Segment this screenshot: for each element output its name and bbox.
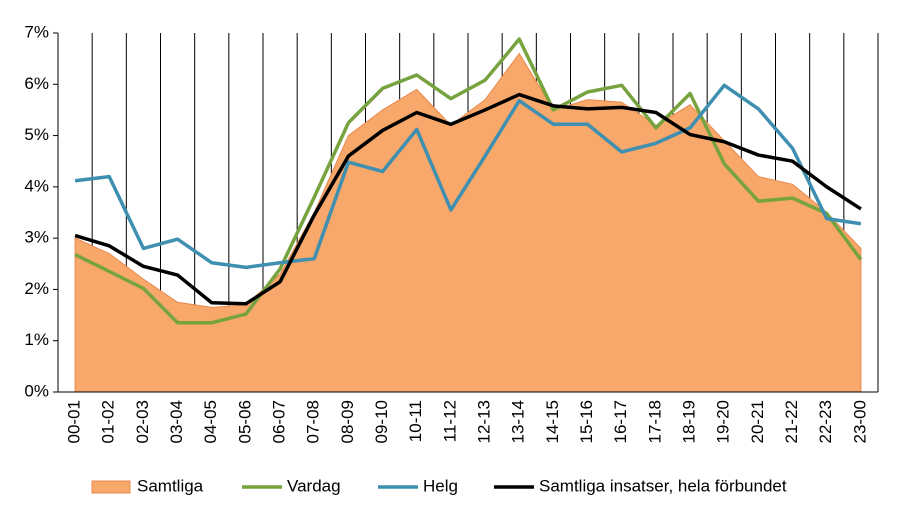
x-tick-label: 20-21: [748, 400, 767, 443]
x-tick-label: 23-00: [850, 400, 869, 443]
y-tick-label: 6%: [24, 74, 49, 93]
x-tick-label: 10-11: [406, 400, 425, 442]
x-tick-label: 11-12: [440, 400, 459, 442]
x-tick-label: 03-04: [167, 400, 186, 443]
y-tick-label: 7%: [24, 22, 49, 41]
legend-label: Vardag: [287, 476, 341, 495]
y-tick-label: 3%: [24, 228, 49, 247]
legend-label: Helg: [423, 476, 458, 495]
y-tick-label: 1%: [24, 330, 49, 349]
x-tick-label: 19-20: [714, 400, 733, 443]
y-tick-label: 4%: [24, 176, 49, 195]
x-tick-label: 01-02: [99, 400, 118, 443]
y-tick-label: 2%: [24, 279, 49, 298]
legend-label: Samtliga insatser, hela förbundet: [539, 476, 787, 495]
x-tick-label: 02-03: [133, 400, 152, 443]
y-tick-label: 5%: [24, 125, 49, 144]
line: [74, 83, 862, 270]
x-tick-label: 13-14: [509, 400, 528, 443]
y-tick-label: 0%: [24, 381, 49, 400]
x-tick-label: 22-23: [816, 400, 835, 443]
x-tick-label: 00-01: [65, 400, 84, 443]
x-tick-label: 17-18: [645, 400, 664, 443]
x-tick-label: 07-08: [304, 400, 323, 443]
x-tick-label: 15-16: [577, 400, 596, 443]
x-tick-label: 16-17: [611, 400, 630, 443]
x-tick-label: 08-09: [338, 400, 357, 443]
x-tick-label: 21-22: [782, 400, 801, 443]
line: [74, 92, 862, 306]
x-tick-label: 14-15: [543, 400, 562, 443]
x-tick-label: 18-19: [680, 400, 699, 443]
legend-swatch: [91, 480, 131, 494]
x-tick-label: 06-07: [270, 400, 289, 443]
x-tick-label: 04-05: [201, 400, 220, 443]
x-tick-label: 09-10: [372, 400, 391, 443]
line: [74, 37, 863, 325]
x-tick-label: 05-06: [235, 400, 254, 443]
x-tick-label: 12-13: [475, 400, 494, 443]
legend-label: Samtliga: [137, 476, 204, 495]
